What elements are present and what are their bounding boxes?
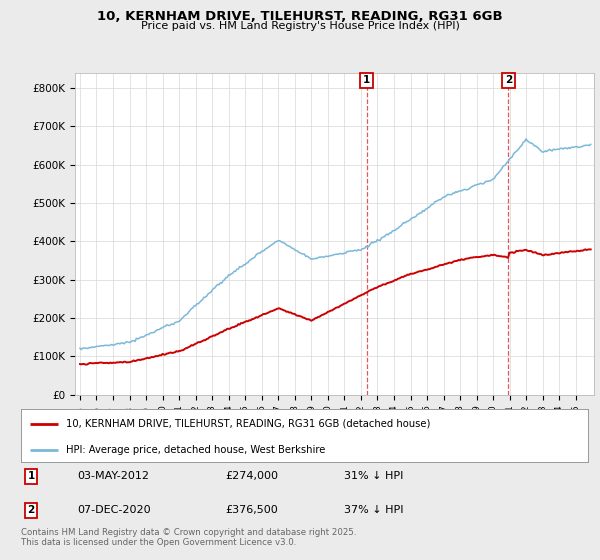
Text: £274,000: £274,000 — [225, 472, 278, 482]
Text: 1: 1 — [28, 472, 35, 482]
Text: 1: 1 — [363, 76, 370, 86]
Text: 07-DEC-2020: 07-DEC-2020 — [78, 505, 151, 515]
Text: 37% ↓ HPI: 37% ↓ HPI — [344, 505, 404, 515]
Text: 2: 2 — [505, 76, 512, 86]
Text: 03-MAY-2012: 03-MAY-2012 — [78, 472, 150, 482]
Text: 10, KERNHAM DRIVE, TILEHURST, READING, RG31 6GB (detached house): 10, KERNHAM DRIVE, TILEHURST, READING, R… — [67, 419, 431, 429]
Text: HPI: Average price, detached house, West Berkshire: HPI: Average price, detached house, West… — [67, 445, 326, 455]
Text: Contains HM Land Registry data © Crown copyright and database right 2025.
This d: Contains HM Land Registry data © Crown c… — [21, 528, 356, 547]
Text: £376,500: £376,500 — [225, 505, 278, 515]
Text: 31% ↓ HPI: 31% ↓ HPI — [344, 472, 404, 482]
Text: 2: 2 — [28, 505, 35, 515]
Text: Price paid vs. HM Land Registry's House Price Index (HPI): Price paid vs. HM Land Registry's House … — [140, 21, 460, 31]
Text: 10, KERNHAM DRIVE, TILEHURST, READING, RG31 6GB: 10, KERNHAM DRIVE, TILEHURST, READING, R… — [97, 10, 503, 23]
